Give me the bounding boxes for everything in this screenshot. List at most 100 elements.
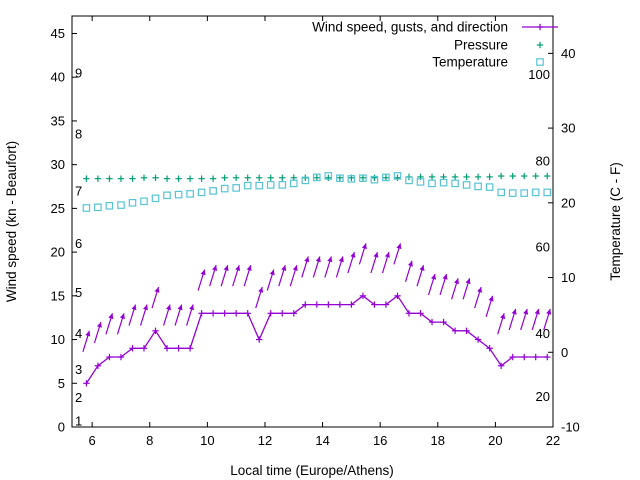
wind-direction-arrowhead [396,243,402,250]
pressure-label: 40 [536,326,550,341]
plot-frame [71,15,554,428]
y2-tick-label: 20 [561,195,575,210]
y-tick-label: 35 [51,113,65,128]
temperature-marker [336,174,344,183]
temperature-marker [140,197,148,206]
wind-direction-arrowhead [488,295,494,302]
temperature-marker [531,188,540,197]
series-temperature [82,172,552,212]
y-tick-label: 5 [58,376,65,391]
wind-direction-arrowhead [454,278,459,285]
temperature-marker [497,188,506,197]
wind-direction-arrowhead [246,265,252,271]
temperature-marker [370,175,379,184]
wind-direction-arrowhead [223,265,229,271]
wind-direction-arrowhead [523,308,529,315]
wind-direction-arrowhead [442,274,448,280]
legend-label: Wind speed, gusts, and direction [312,20,508,35]
y-tick-label: 20 [51,245,65,260]
wind-direction-arrowhead [327,256,333,263]
x-tick-label: 6 [89,433,96,448]
temperature-marker [301,176,310,185]
wind-direction-arrowhead [500,313,506,320]
temperature-marker [324,172,333,180]
y-tick-label: 15 [51,288,65,303]
wind-direction-arrowhead [408,260,413,267]
temperature-marker [428,179,436,188]
y2-axis-title: Temperature (C - F) [608,162,623,281]
pressure-label: 100 [528,67,550,82]
beaufort-label: 7 [75,183,82,198]
legend-label: Pressure [454,38,508,53]
y-tick-label: 25 [51,201,65,216]
pressure-label: 20 [536,389,550,404]
temperature-marker [163,191,171,200]
wind-direction-arrowhead [212,265,218,271]
temperature-marker [117,201,125,209]
temperature-marker [94,203,102,212]
x-tick-label: 12 [258,433,272,448]
temperature-marker [347,175,356,183]
wind-direction-arrowhead [361,243,367,250]
wind-direction-arrowhead [281,265,287,271]
wind-direction-arrowhead [534,308,540,315]
beaufort-label: 8 [75,127,82,142]
wind-direction-arrowhead [373,252,379,258]
wind-direction-arrowhead [200,269,206,276]
pressure-label: 60 [536,239,550,254]
temperature-marker [382,173,390,182]
temperature-marker [474,182,482,191]
temperature-marker [255,181,264,190]
wind-direction-arrowhead [546,308,552,315]
wind-direction-arrowhead [315,256,321,263]
wind-direction-arrowhead [292,265,298,271]
legend-label: Temperature [432,55,508,70]
y-axis-title: Wind speed (kn - Beaufort) [4,141,19,302]
pressure-label: 80 [536,154,550,169]
wind-direction-arrowhead [154,287,160,293]
wind-direction-arrowhead [177,304,183,311]
wind-direction-arrowhead [431,274,436,280]
temperature-marker [359,174,367,183]
temperature-marker [485,183,494,191]
temperature-marker [220,184,229,193]
y2-tick-label: 10 [561,270,575,285]
temperature-marker [313,173,321,182]
y-tick-label: 10 [51,332,65,347]
wind-direction-arrowhead [96,322,102,328]
wind-direction-arrowhead [477,287,483,293]
y-tick-label: 0 [58,420,65,435]
temperature-marker [128,199,137,207]
temperature-marker [266,181,275,189]
wind-direction-arrowhead [338,256,344,263]
wind-direction-arrowhead [166,304,171,311]
temperature-marker [508,189,517,197]
y-tick-label: 45 [51,26,65,41]
wind-direction-arrowhead [85,330,91,337]
x-tick-label: 8 [146,433,153,448]
temperature-marker [209,187,217,195]
wind-direction-arrowhead [119,313,125,320]
temperature-marker [393,172,402,180]
x-tick-label: 20 [488,433,502,448]
x-tick-label: 10 [200,433,214,448]
wind-direction-arrowhead [511,308,517,315]
x-tick-label: 18 [431,433,445,448]
temperature-marker [405,176,413,185]
y2-tick-label: 0 [561,345,568,360]
wind-direction-arrowhead [189,304,194,311]
beaufort-label: 1 [75,413,82,428]
y2-tick-label: 30 [561,121,575,136]
temperature-marker [290,179,298,188]
y-tick-label: 40 [51,70,65,85]
wind-direction-arrowhead [258,287,264,293]
temperature-marker [278,181,287,189]
temperature-marker [232,184,241,192]
legend-sample-marker [536,58,544,66]
temperature-marker [186,190,194,198]
wind-direction-arrowhead [304,256,310,263]
y-tick-label: 30 [51,157,65,172]
temperature-marker [416,178,425,186]
wind-direction-arrowhead [269,269,275,276]
